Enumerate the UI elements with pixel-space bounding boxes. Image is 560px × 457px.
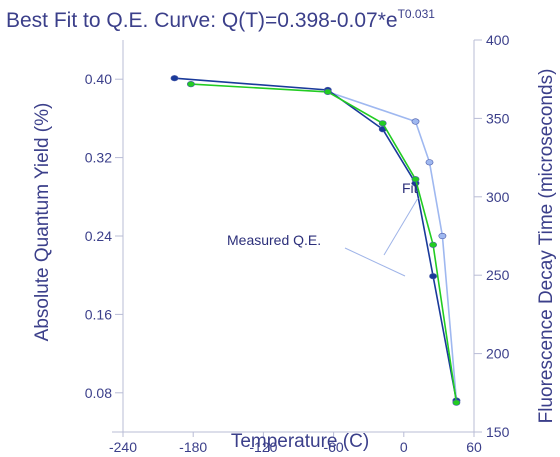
y-axis-left-title: Absolute Quantum Yield (%) [32,103,53,342]
annotation-fit-arrow [383,197,419,256]
data-point [411,176,420,183]
annotation-layer: Fit Measured Q.E. [227,180,419,277]
data-point [452,399,461,406]
tick-layer: -240 -180 -120 -60 0 60 0.08 0.16 0.24 0.32 0.40 15… [85,32,510,455]
y-tick-left-label: 0.16 [85,306,112,322]
series-line [190,83,458,403]
series-1 [186,80,461,406]
series-layer [170,75,461,406]
chart-title: Best Fit to Q.E. Curve: Q(T)=0.398-0.07*… [6,7,435,32]
y-tick-left-label: 0.08 [85,385,112,401]
x-tick-label: -180 [179,439,207,455]
data-point [438,232,447,240]
x-axis-title: Temperature (C) [231,431,369,452]
y-tick-left-label: 0.40 [85,71,112,87]
y-axis-right-title: Fluorescence Decay Time (microseconds) [536,69,557,424]
data-point [186,80,195,88]
x-tick-label: 0 [400,439,408,455]
series-line [174,77,458,401]
annotation-measured-arrow [344,247,406,277]
data-point [378,120,387,127]
annotation-measured-label: Measured Q.E. [227,232,321,248]
y-tick-right-label: 250 [486,267,510,283]
y-tick-right-label: 200 [486,346,510,362]
data-point [429,241,437,248]
x-tick-label: 60 [466,439,482,455]
data-point [429,273,437,280]
chart-title-superscript: T0.031 [398,7,436,21]
data-point [411,118,420,125]
y-tick-right-label: 350 [486,110,510,126]
y-tick-right-label: 300 [486,189,510,205]
data-point [170,75,179,82]
chart-title-main: Best Fit to Q.E. Curve: Q(T)=0.398-0.07*… [6,9,398,32]
data-point [323,88,332,95]
annotation-fit-label: Fit [402,180,418,196]
y-tick-left-label: 0.24 [85,228,112,244]
series-2 [323,88,461,404]
x-tick-label: -60 [323,439,343,455]
y-tick-right-label: 150 [486,424,510,440]
y-tick-left-label: 0.32 [85,150,112,166]
x-tick-label: -240 [109,439,137,455]
data-point [425,159,434,166]
x-tick-label: -120 [249,439,277,455]
y-tick-right-label: 400 [486,32,510,48]
